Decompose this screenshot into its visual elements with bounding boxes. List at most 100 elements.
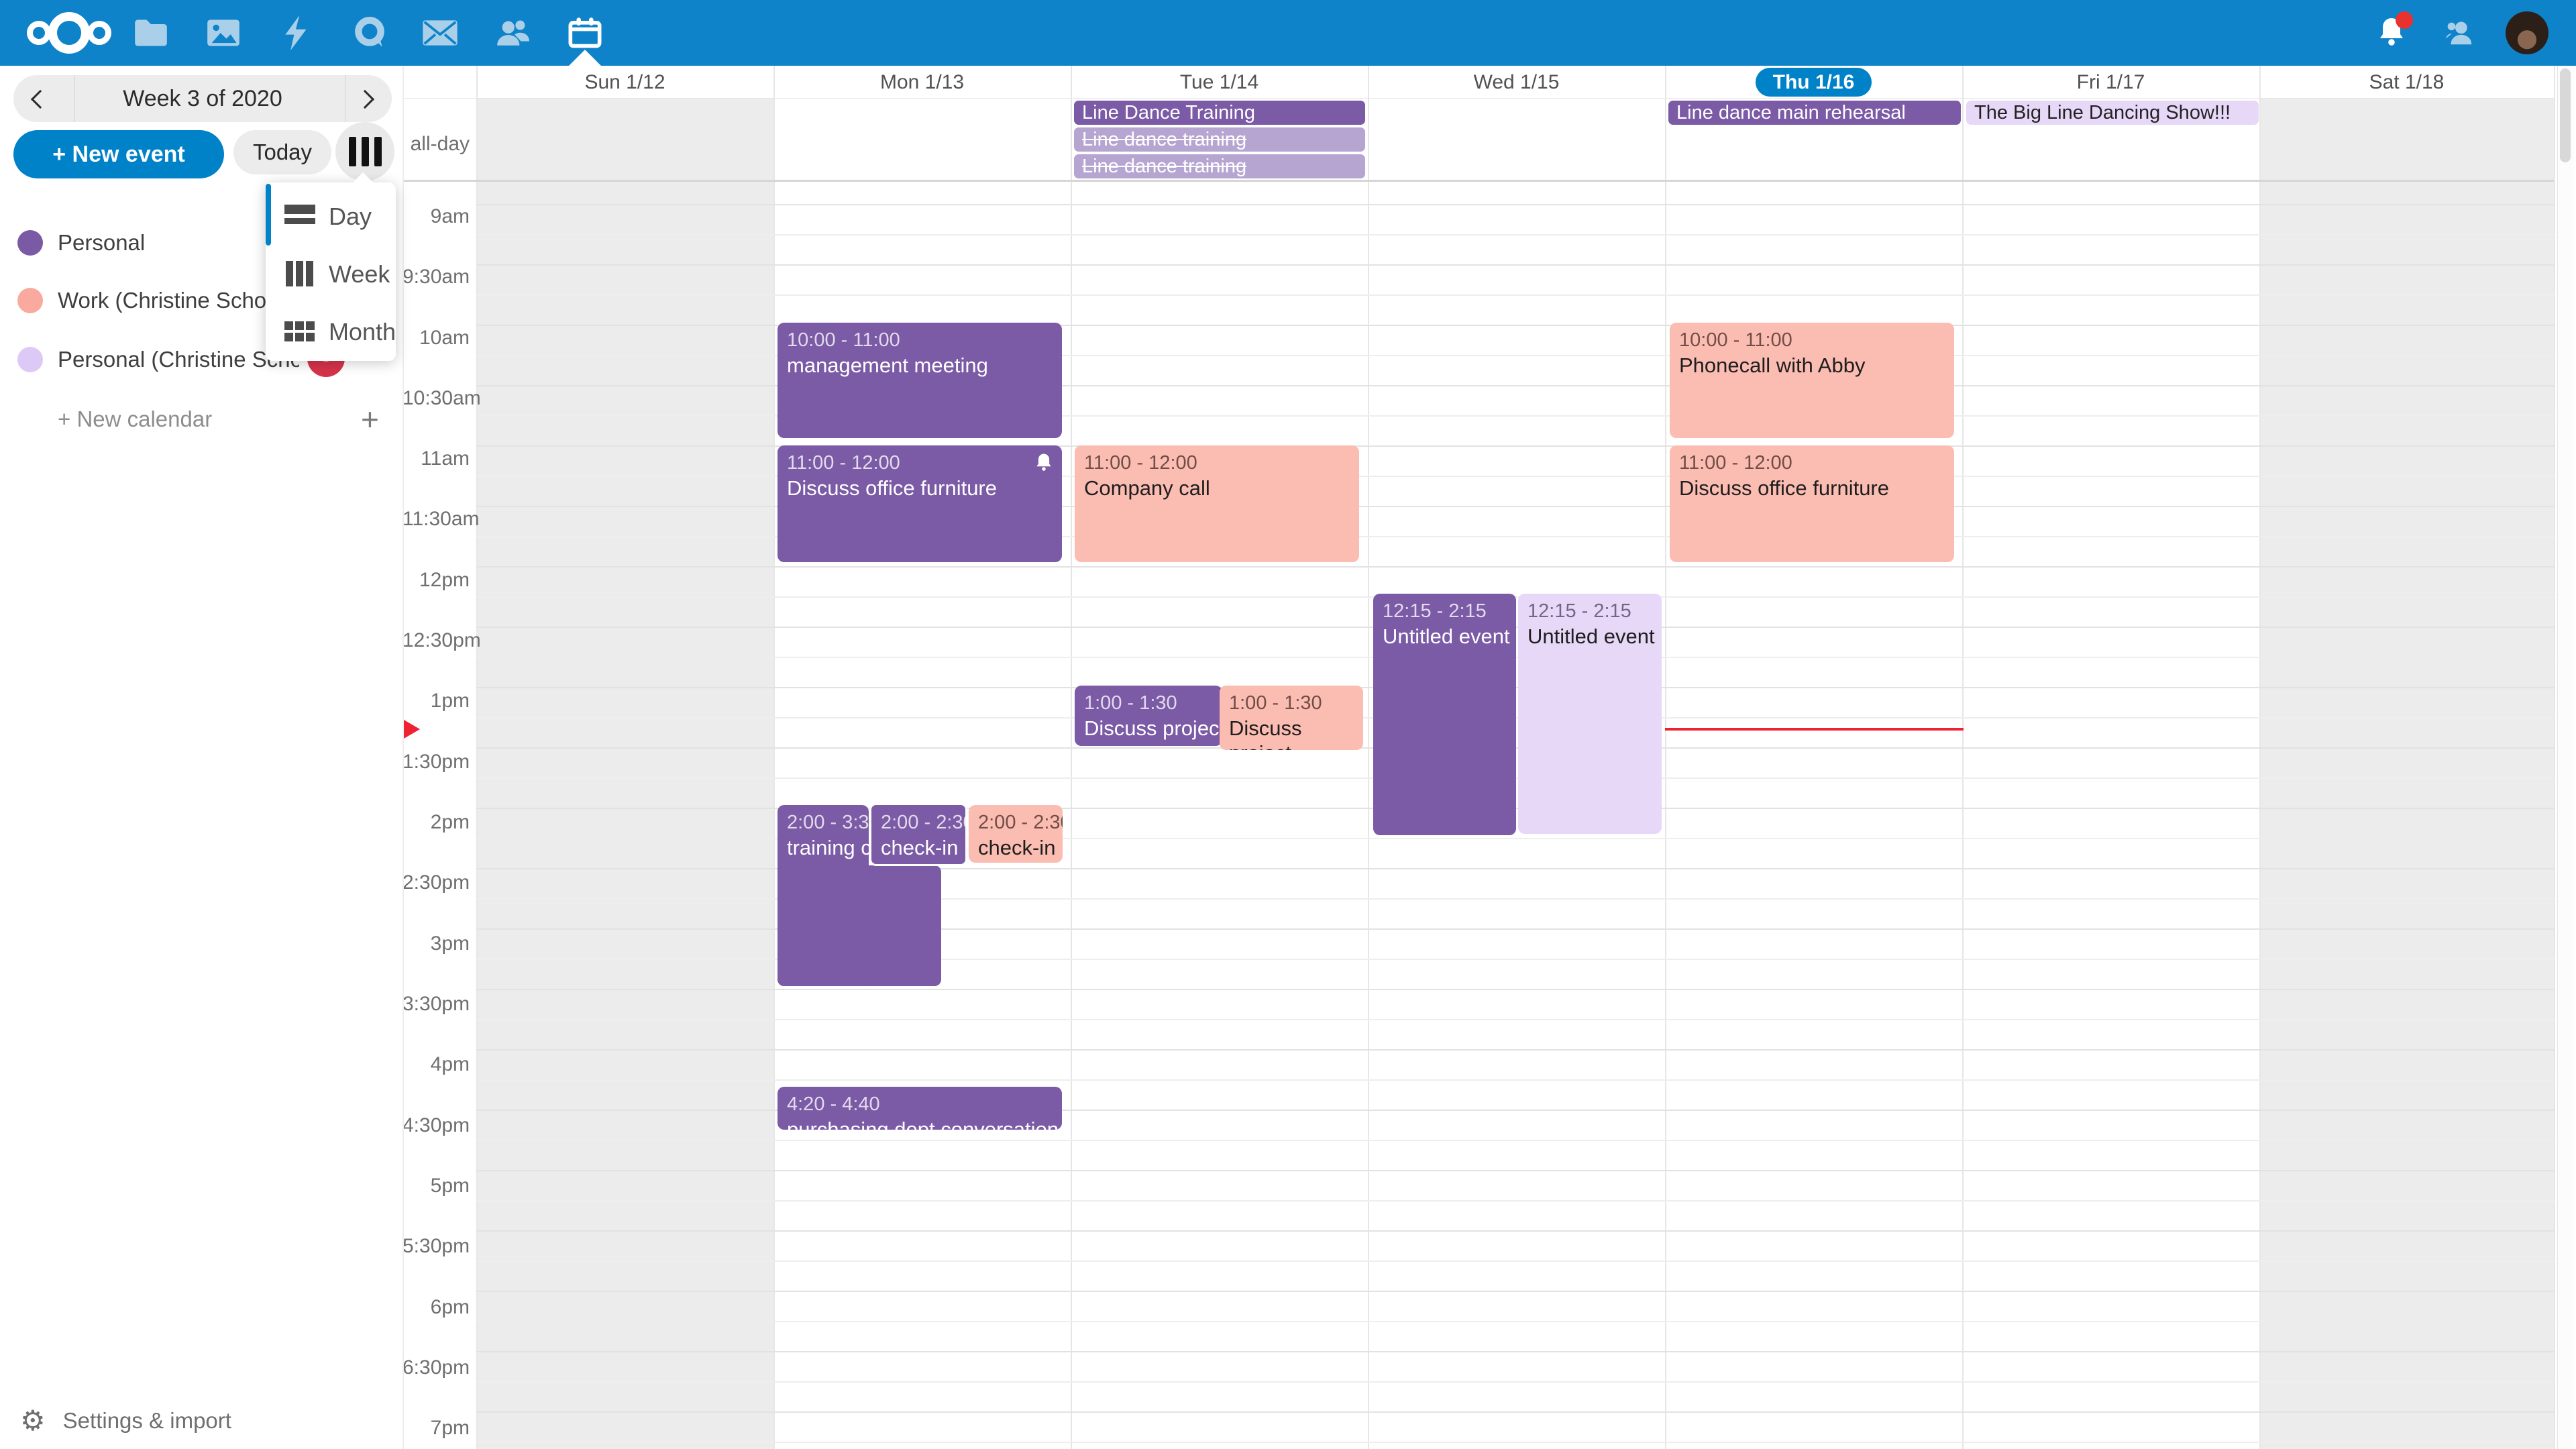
- event-discuss-project-pink[interactable]: 1:00 - 1:30 Discuss project announcement: [1220, 686, 1363, 750]
- files-icon[interactable]: [118, 0, 184, 66]
- popover-scrollbar[interactable]: [266, 184, 271, 246]
- day-header-wed[interactable]: Wed 1/15: [1473, 71, 1560, 93]
- reminder-bell-icon: [1034, 452, 1054, 476]
- month-view-icon: [284, 319, 315, 345]
- settings-import[interactable]: ⚙ Settings & import: [20, 1404, 231, 1437]
- time-label: 9:30am: [402, 266, 470, 288]
- allday-label: all-day: [410, 133, 470, 155]
- day-header-thu[interactable]: Thu 1/16: [1665, 66, 1962, 99]
- today-pill[interactable]: Thu 1/16: [1755, 68, 1872, 97]
- view-switcher-button[interactable]: [335, 122, 394, 181]
- allday-event-declined[interactable]: Line dance training: [1074, 154, 1365, 178]
- event-phonecall-abby[interactable]: 10:00 - 11:00 Phonecall with Abby: [1670, 323, 1954, 438]
- event-untitled-lavender[interactable]: 12:15 - 2:15 Untitled event: [1518, 594, 1662, 834]
- event-purchasing-dept[interactable]: 4:20 - 4:40 purchasing dept conversation: [777, 1087, 1062, 1130]
- calendar-color-dot[interactable]: [17, 230, 43, 256]
- event-checkin-purple[interactable]: 2:00 - 2:30 check-in: [869, 803, 967, 866]
- time-label: 5:30pm: [402, 1235, 470, 1257]
- event-discuss-office-furniture-thu[interactable]: 11:00 - 12:00 Discuss office furniture: [1670, 445, 1954, 562]
- scrollbar-track[interactable]: [2557, 66, 2574, 1449]
- week-navigation: Week 3 of 2020: [13, 75, 392, 122]
- time-label: 12:30pm: [402, 629, 481, 651]
- time-label: 3pm: [430, 932, 470, 955]
- menu-item-week[interactable]: Week: [266, 246, 396, 303]
- week-label[interactable]: Week 3 of 2020: [123, 85, 282, 111]
- logo-circle: [48, 12, 90, 54]
- calendar-color-dot[interactable]: [17, 288, 43, 313]
- activity-icon[interactable]: [263, 0, 329, 66]
- mail-icon[interactable]: [407, 0, 473, 66]
- allday-event[interactable]: The Big Line Dancing Show!!!: [1966, 101, 2259, 125]
- previous-week-button[interactable]: [30, 86, 50, 112]
- talk-icon[interactable]: [337, 0, 402, 66]
- user-avatar[interactable]: [2506, 11, 2548, 54]
- day-header-sat[interactable]: Sat 1/18: [2369, 71, 2445, 93]
- view-switcher-menu: Day Week Month: [266, 172, 396, 361]
- time-label: 1pm: [430, 690, 470, 712]
- divider: [402, 98, 2554, 99]
- event-discuss-office-furniture-mon[interactable]: 11:00 - 12:00 Discuss office furniture: [777, 445, 1062, 562]
- today-button[interactable]: Today: [233, 130, 331, 174]
- time-label: 2pm: [430, 811, 470, 833]
- divider: [74, 75, 75, 122]
- logo-circle: [87, 21, 111, 45]
- notification-badge: [2396, 11, 2413, 29]
- event-company-call[interactable]: 11:00 - 12:00 Company call: [1075, 445, 1359, 562]
- current-time-marker: [404, 720, 420, 739]
- time-label: 10am: [419, 327, 470, 349]
- week-view-icon: [284, 261, 315, 288]
- event-training-call[interactable]: 2:00 - 3:30 training call: [777, 805, 869, 986]
- day-header-sun[interactable]: Sun 1/12: [584, 71, 665, 93]
- time-label: 9am: [430, 205, 470, 227]
- day-header-tue[interactable]: Tue 1/14: [1179, 71, 1259, 93]
- new-event-button[interactable]: + New event: [13, 130, 224, 178]
- calendar-item-work[interactable]: Work (Christine Schott): [58, 288, 286, 313]
- allday-event[interactable]: Line Dance Training: [1074, 101, 1365, 125]
- time-label: 1:30pm: [402, 751, 470, 773]
- calendar-item-personal-shared[interactable]: Personal (Christine Scho…: [58, 347, 299, 372]
- menu-item-month[interactable]: Month: [266, 303, 396, 361]
- time-label: 11:30am: [402, 508, 480, 530]
- nextcloud-logo[interactable]: [27, 0, 111, 66]
- contacts-icon[interactable]: [480, 0, 545, 66]
- time-label: 10:30am: [402, 387, 481, 409]
- day-header-fri[interactable]: Fri 1/17: [2076, 71, 2145, 93]
- new-calendar-button[interactable]: + New calendar: [58, 407, 213, 431]
- menu-item-day[interactable]: Day: [266, 188, 396, 246]
- calendar-color-dot[interactable]: [17, 347, 43, 372]
- photos-icon[interactable]: [191, 0, 256, 66]
- event-discuss-project-purple[interactable]: 1:00 - 1:30 Discuss project ann: [1075, 686, 1222, 746]
- settings-label: Settings & import: [62, 1407, 231, 1433]
- contacts-menu-icon[interactable]: [2426, 0, 2491, 66]
- event-management-meeting[interactable]: 10:00 - 11:00 management meeting: [777, 323, 1062, 438]
- time-label: 2:30pm: [402, 871, 470, 894]
- next-week-button[interactable]: [355, 86, 375, 112]
- time-label: 3:30pm: [402, 993, 470, 1015]
- allday-divider: [402, 180, 2554, 182]
- gear-icon: ⚙: [20, 1405, 46, 1436]
- time-label: 11am: [421, 447, 470, 470]
- allday-event[interactable]: Line dance main rehearsal: [1668, 101, 1961, 125]
- day-view-icon: [284, 203, 315, 230]
- bell-icon[interactable]: [2359, 0, 2424, 66]
- event-checkin-pink[interactable]: 2:00 - 2:30 check-in: [969, 805, 1063, 863]
- day-header-mon[interactable]: Mon 1/13: [879, 71, 965, 93]
- calendar-item-personal[interactable]: Personal: [58, 230, 146, 255]
- logo-circle: [27, 21, 51, 45]
- calendar-icon[interactable]: [552, 0, 618, 66]
- time-label: 6:30pm: [402, 1356, 470, 1379]
- time-label: 6pm: [430, 1296, 470, 1318]
- current-time-line: [1665, 728, 1964, 731]
- top-bar: [0, 0, 2576, 66]
- popover-caret: [352, 172, 374, 184]
- time-label: 4:30pm: [402, 1114, 470, 1136]
- allday-event-declined[interactable]: Line dance training: [1074, 127, 1365, 152]
- time-label: 4pm: [430, 1053, 470, 1075]
- scrollbar-thumb[interactable]: [2560, 68, 2571, 162]
- event-untitled-purple[interactable]: 12:15 - 2:15 Untitled event: [1373, 594, 1516, 835]
- time-label: 7pm: [430, 1417, 470, 1439]
- plus-icon[interactable]: +: [361, 402, 379, 437]
- active-app-indicator: [569, 50, 601, 66]
- divider: [345, 75, 346, 122]
